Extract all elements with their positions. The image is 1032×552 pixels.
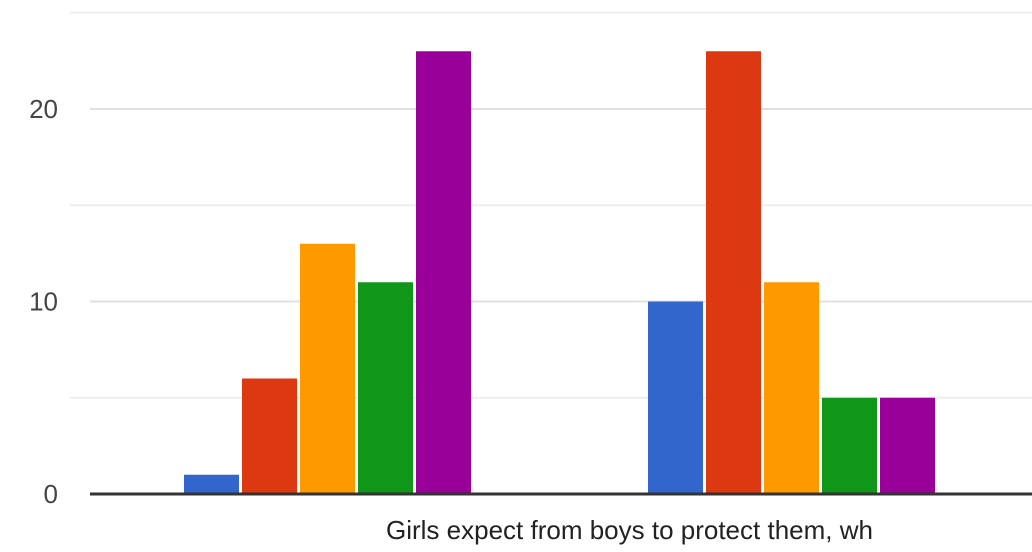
labels: 0 10 20 Girls expect from boys to protect t… bbox=[29, 94, 873, 545]
category-label-2: Girls expect from boys to protect them, … bbox=[386, 515, 873, 545]
y-tick-label-0: 0 bbox=[44, 479, 58, 509]
bar-series4-group2 bbox=[822, 397, 877, 494]
bar-series3-group1 bbox=[300, 243, 355, 494]
bar-series2-group2 bbox=[706, 51, 761, 494]
bars bbox=[184, 51, 935, 494]
bar-series1-group2 bbox=[648, 301, 703, 494]
bar-series3-group2 bbox=[764, 282, 819, 494]
bar-series5-group1 bbox=[416, 51, 471, 494]
y-tick-label-20: 20 bbox=[29, 94, 58, 124]
bar-series1-group1 bbox=[184, 474, 239, 494]
y-tick-label-10: 10 bbox=[29, 287, 58, 317]
gridlines bbox=[70, 11, 1032, 399]
bar-series2-group1 bbox=[242, 378, 297, 494]
bar-series5-group2 bbox=[880, 397, 935, 494]
bar-series4-group1 bbox=[358, 282, 413, 494]
